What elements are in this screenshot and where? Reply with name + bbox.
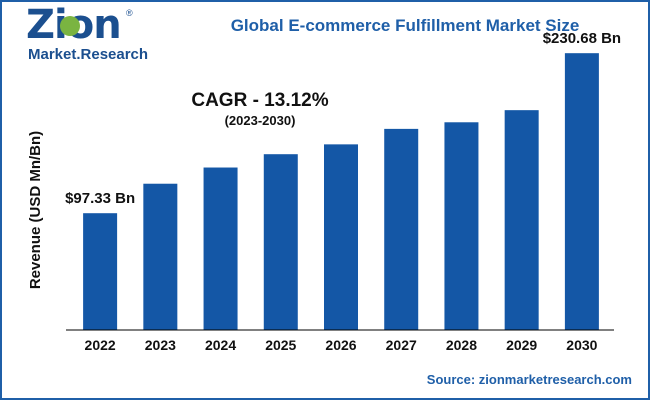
cagr-period: (2023-2030) (224, 113, 296, 128)
logo-trademark: ® (126, 8, 133, 18)
bar-2029 (504, 110, 539, 330)
x-tick-label-2023: 2023 (145, 337, 176, 353)
x-tick-label-2029: 2029 (506, 337, 537, 353)
bar-2022 (83, 213, 118, 330)
y-axis-label: Revenue (USD Mn/Bn) (27, 131, 44, 289)
x-tick-label-2022: 2022 (85, 337, 116, 353)
bar-2023 (143, 183, 178, 330)
source-label: Source: zionmarketresearch.com (426, 372, 632, 387)
logo-globe-icon (60, 16, 80, 36)
cagr-annotation: CAGR - 13.12% (191, 90, 329, 111)
x-tick-label-2025: 2025 (265, 337, 296, 353)
bar-2025 (263, 154, 298, 330)
logo-subtitle: Market.Research (28, 46, 149, 63)
bar-2024 (203, 167, 238, 330)
bar-2028 (444, 122, 479, 330)
data-label-2030: $230.68 Bn (543, 30, 621, 47)
x-tick-label-2026: 2026 (325, 337, 356, 353)
x-tick-label-2027: 2027 (386, 337, 417, 353)
bar-2027 (384, 128, 419, 330)
bar-2030 (564, 53, 599, 331)
chart-title: Global E-commerce Fulfillment Market Siz… (230, 16, 580, 35)
x-tick-label-2030: 2030 (566, 337, 597, 353)
x-tick-label-2028: 2028 (446, 337, 477, 353)
bar-2026 (324, 144, 358, 330)
data-label-2022: $97.33 Bn (65, 190, 135, 207)
x-tick-label-2024: 2024 (205, 337, 236, 353)
brand-logo: Zion ® Market.Research (20, 2, 160, 68)
